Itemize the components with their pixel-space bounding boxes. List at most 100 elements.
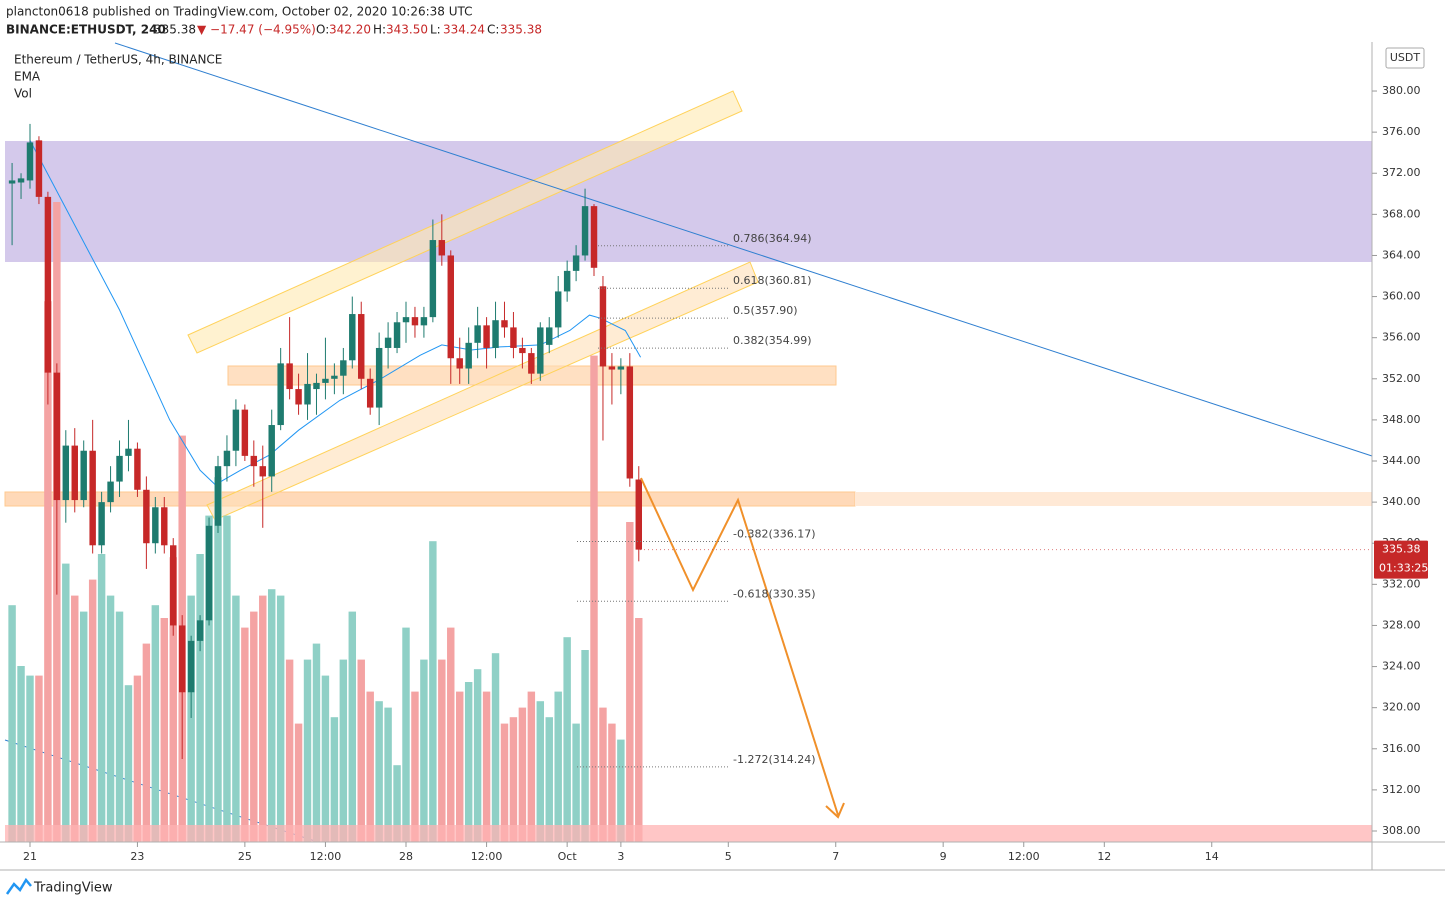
channel bbox=[206, 261, 759, 521]
candle-body bbox=[80, 450, 87, 501]
volume-bar bbox=[232, 595, 240, 842]
volume-bar bbox=[285, 659, 294, 842]
candle-body bbox=[501, 320, 508, 328]
volume-bar bbox=[106, 595, 115, 842]
y-tick-label: 352.00 bbox=[1382, 372, 1421, 385]
x-tick-label: 12:00 bbox=[310, 850, 342, 863]
candle-body bbox=[196, 620, 204, 641]
candle-body bbox=[62, 445, 70, 501]
candle-body bbox=[429, 240, 437, 318]
y-tick-label: 332.00 bbox=[1382, 577, 1421, 590]
x-tick-label: 25 bbox=[238, 850, 252, 863]
x-tick-label: 12 bbox=[1097, 850, 1111, 863]
candle-body bbox=[313, 382, 320, 390]
candle-body bbox=[465, 342, 472, 369]
candle-body bbox=[17, 178, 25, 183]
candle-body bbox=[71, 445, 78, 501]
fib-label: -1.272(314.24) bbox=[733, 753, 816, 766]
volume-bar bbox=[259, 595, 267, 842]
candle-body bbox=[456, 358, 463, 369]
ohlc-key: L: bbox=[430, 23, 441, 37]
y-tick-label: 340.00 bbox=[1382, 495, 1421, 508]
volume-bar bbox=[44, 301, 52, 842]
volume-bar bbox=[142, 643, 151, 842]
currency-box[interactable] bbox=[1385, 47, 1425, 69]
logo[interactable]: TradingView bbox=[5, 877, 113, 896]
candle-body bbox=[581, 206, 589, 256]
candle-body bbox=[519, 347, 526, 354]
projection-path bbox=[640, 477, 839, 816]
candle-body bbox=[116, 455, 123, 482]
volume-bar bbox=[366, 691, 374, 842]
volume-bar bbox=[169, 557, 177, 842]
candle-body bbox=[411, 317, 419, 326]
candle-body bbox=[89, 450, 96, 546]
volume-bar bbox=[241, 627, 249, 842]
candle-body bbox=[259, 466, 266, 477]
volume-bar bbox=[464, 682, 473, 842]
candle-body bbox=[617, 366, 625, 370]
candle-body bbox=[178, 625, 186, 693]
volume-bar bbox=[214, 477, 222, 842]
candle-body bbox=[250, 455, 258, 467]
candle-body bbox=[107, 481, 114, 503]
currency: USDT bbox=[1390, 51, 1421, 64]
candle-body bbox=[483, 325, 490, 348]
candle-body bbox=[304, 383, 311, 405]
candle-body bbox=[510, 327, 517, 348]
volume-bar bbox=[330, 717, 339, 842]
volume-bar bbox=[527, 691, 536, 842]
x-tick-label: 9 bbox=[940, 850, 947, 863]
volume-bar bbox=[267, 589, 276, 842]
fib-label: 0.618(360.81) bbox=[733, 274, 812, 287]
volume-bar bbox=[608, 723, 616, 842]
candle-body bbox=[572, 255, 580, 271]
volume-bar bbox=[429, 541, 437, 842]
y-tick-label: 356.00 bbox=[1382, 331, 1421, 344]
x-tick-label: 3 bbox=[617, 850, 624, 863]
volume-bar bbox=[473, 669, 482, 842]
volume-bar bbox=[312, 643, 321, 842]
candle-body bbox=[608, 366, 616, 370]
x-tick-label: 14 bbox=[1205, 850, 1219, 863]
candle-body bbox=[366, 378, 374, 408]
x-tick-label: 23 bbox=[130, 850, 144, 863]
candle-body bbox=[134, 448, 141, 490]
ohlc: O: 342.20 H: 343.50 L: 334.24 C: 335.38 bbox=[316, 23, 542, 37]
candle-body bbox=[447, 255, 454, 359]
legend-symbol: Ethereum / TetherUS, 4h, BINANCE bbox=[14, 53, 222, 67]
x-tick-label: 12:00 bbox=[471, 850, 503, 863]
candle-body bbox=[26, 142, 34, 181]
volume-bar bbox=[79, 611, 88, 842]
volume-bar bbox=[375, 701, 383, 842]
candle-body bbox=[537, 327, 544, 374]
legend-vol: Vol bbox=[14, 87, 32, 101]
volume-bar bbox=[321, 675, 330, 842]
candle-body bbox=[214, 466, 222, 526]
volume-bar bbox=[518, 707, 527, 842]
channel bbox=[187, 90, 743, 354]
volume-bar bbox=[509, 717, 518, 842]
ohlc-value: 343.50 bbox=[386, 23, 428, 37]
volume-bar bbox=[196, 554, 204, 842]
x-tick-label: 7 bbox=[832, 850, 839, 863]
x-tick-label: 21 bbox=[23, 850, 37, 863]
volume-bar bbox=[26, 675, 34, 842]
drawings bbox=[4, 42, 1373, 843]
x-tick-label: Oct bbox=[558, 850, 578, 863]
candle-body bbox=[35, 140, 43, 197]
candle-body bbox=[528, 353, 535, 374]
volume-bar bbox=[17, 666, 25, 842]
symbol: BINANCE:ETHUSDT, 240 bbox=[6, 23, 166, 37]
volume-bar bbox=[384, 707, 392, 842]
volume-bar bbox=[554, 691, 562, 842]
volume-bar bbox=[447, 627, 455, 842]
volume-bar bbox=[97, 554, 106, 842]
volume-bar bbox=[339, 659, 348, 842]
y-tick-label: 308.00 bbox=[1382, 824, 1421, 837]
resistance-zone bbox=[5, 141, 1372, 262]
candle-body bbox=[590, 206, 598, 268]
y-tick-label: 348.00 bbox=[1382, 413, 1421, 426]
candle-body bbox=[152, 507, 159, 544]
